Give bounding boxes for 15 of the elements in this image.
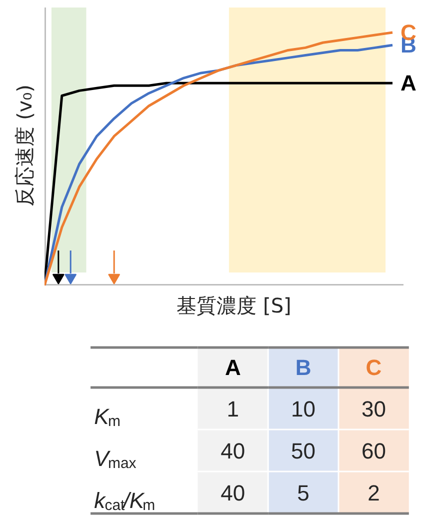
data-label: 10 [291, 396, 316, 422]
data-label: 40 [220, 480, 246, 506]
data-label: 40 [220, 438, 246, 464]
x-tick-label: C [366, 355, 382, 380]
data-label: 2 [368, 480, 380, 506]
x-tick-label: A [224, 355, 241, 380]
series-label: A [400, 70, 416, 96]
x-tick-label: B [295, 355, 312, 380]
data-label: 1 [226, 396, 240, 422]
data-label: 60 [361, 438, 386, 464]
data-label: 50 [291, 438, 316, 464]
data-label: 5 [297, 480, 310, 506]
x-axis-title: 基質濃度 [S] [176, 294, 292, 318]
y-axis-title: 反応速度 (v₀) [12, 84, 36, 206]
data-label: 30 [361, 396, 386, 422]
